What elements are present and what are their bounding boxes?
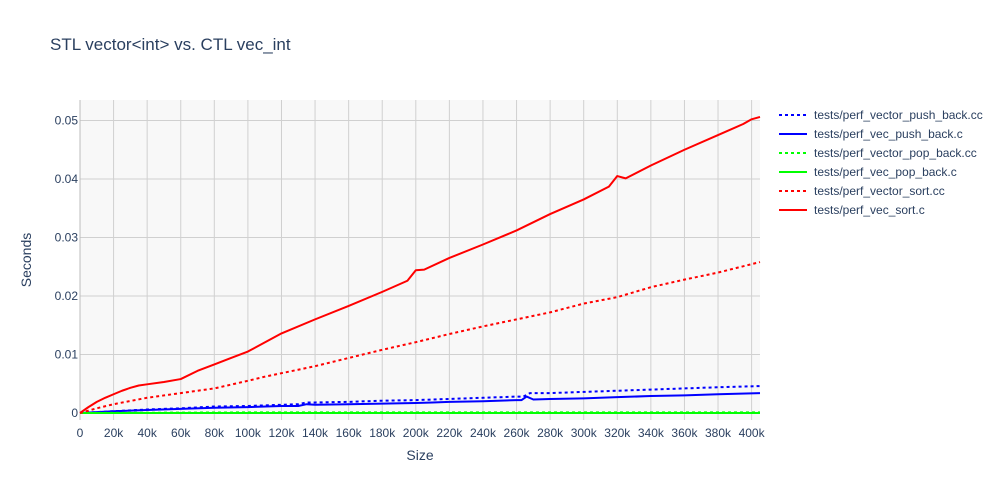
x-tick-label: 0 xyxy=(77,426,84,440)
series-line-4 xyxy=(79,261,761,414)
series-lines xyxy=(79,116,761,414)
x-tick-label: 220k xyxy=(436,426,463,440)
x-tick-label: 60k xyxy=(171,426,191,440)
legend-label-3: tests/perf_vec_pop_back.c xyxy=(814,165,957,179)
series-line-5 xyxy=(79,116,761,414)
y-axis-ticks: 0 0.01 0.02 0.03 0.04 0.05 xyxy=(55,113,79,420)
legend-label-1: tests/perf_vec_push_back.c xyxy=(814,127,963,141)
legend-label-5: tests/perf_vec_sort.c xyxy=(814,203,925,217)
y-tick-label: 0 xyxy=(71,406,78,420)
series-line-0 xyxy=(79,385,761,414)
x-tick-label: 360k xyxy=(671,426,698,440)
x-tick-label: 200k xyxy=(403,426,430,440)
x-tick-label: 20k xyxy=(104,426,124,440)
y-gridlines xyxy=(80,119,760,355)
x-gridlines xyxy=(113,100,753,420)
y-tick-label: 0.04 xyxy=(55,172,79,186)
x-tick-label: 340k xyxy=(638,426,665,440)
x-axis-title: Size xyxy=(406,447,433,463)
legend: tests/perf_vector_push_back.cc tests/perf… xyxy=(779,108,983,217)
x-tick-label: 300k xyxy=(571,426,598,440)
x-tick-label: 160k xyxy=(336,426,363,440)
x-tick-label: 140k xyxy=(302,426,329,440)
legend-label-2: tests/perf_vector_pop_back.cc xyxy=(814,146,977,160)
y-tick-label: 0.01 xyxy=(55,347,79,361)
chart-title: STL vector<int> vs. CTL vec_int xyxy=(50,35,291,54)
y-tick-label: 0.02 xyxy=(55,289,79,303)
y-axis-title: Seconds xyxy=(18,233,34,287)
legend-label-4: tests/perf_vector_sort.cc xyxy=(814,184,945,198)
x-tick-label: 120k xyxy=(268,426,295,440)
legend-label-0: tests/perf_vector_push_back.cc xyxy=(814,108,983,122)
x-tick-label: 260k xyxy=(504,426,531,440)
x-tick-label: 280k xyxy=(537,426,564,440)
series-line-1 xyxy=(79,392,761,414)
x-tick-label: 240k xyxy=(470,426,497,440)
x-tick-label: 80k xyxy=(205,426,225,440)
x-tick-label: 380k xyxy=(705,426,732,440)
x-tick-label: 320k xyxy=(604,426,631,440)
y-tick-label: 0.05 xyxy=(55,113,79,127)
y-tick-label: 0.03 xyxy=(55,230,79,244)
plot-area xyxy=(80,100,760,420)
x-tick-label: 40k xyxy=(137,426,157,440)
x-tick-label: 100k xyxy=(235,426,262,440)
x-tick-label: 180k xyxy=(369,426,396,440)
x-tick-label: 400k xyxy=(739,426,766,440)
x-axis-ticks: 0 20k 40k 60k 80k 100k 120k 140k 160k 180k 200k 220… xyxy=(77,426,766,440)
